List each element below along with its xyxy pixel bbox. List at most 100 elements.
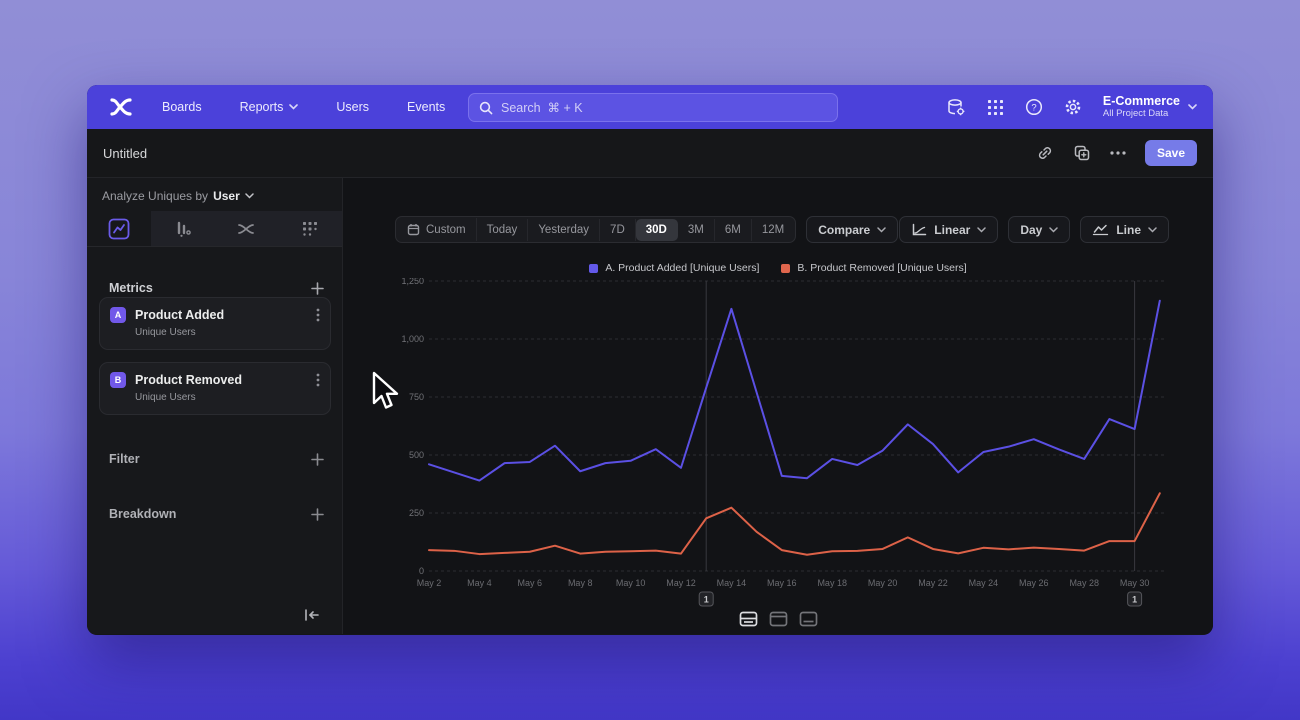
- metrics-label: Metrics: [109, 281, 153, 295]
- x-axis-tick-label: May 18: [817, 578, 847, 588]
- y-axis-tick-label: 500: [409, 450, 424, 460]
- report-title-bar: Untitled Save: [87, 129, 1213, 178]
- legend-item-product-added[interactable]: A. Product Added [Unique Users]: [589, 262, 759, 274]
- date-range-segmented-control: Custom Today Yesterday 7D 30D 3M 6M 12M: [395, 216, 797, 243]
- chevron-down-icon: [1049, 226, 1059, 233]
- analyze-entity-selector[interactable]: User: [213, 189, 240, 203]
- analyze-uniques-row: Analyze Uniques by User: [102, 189, 254, 203]
- primary-nav: Boards Reports Users Events: [162, 100, 445, 114]
- global-search[interactable]: [468, 93, 838, 122]
- collapse-sidebar-icon[interactable]: [304, 608, 320, 626]
- metric-badge-a: A: [110, 307, 126, 323]
- chart-only-view-icon[interactable]: [769, 611, 788, 627]
- x-axis-tick-label: May 14: [717, 578, 747, 588]
- range-custom[interactable]: Custom: [397, 218, 477, 241]
- range-label: Yesterday: [538, 223, 590, 236]
- search-icon: [479, 101, 493, 114]
- annotation-badge[interactable]: [698, 591, 714, 607]
- nav-item-label: Events: [407, 100, 446, 114]
- add-metric-icon[interactable]: [311, 281, 324, 295]
- tab-retention[interactable]: [278, 211, 342, 246]
- project-selector[interactable]: E-Commerce All Project Data: [1103, 95, 1197, 119]
- more-options-icon[interactable]: [1110, 151, 1126, 155]
- annotation-badge[interactable]: [1127, 591, 1143, 607]
- metric-card-product-removed[interactable]: B Product Removed Unique Users: [99, 362, 331, 415]
- table-only-view-icon[interactable]: [799, 611, 818, 627]
- calendar-icon: [407, 224, 420, 236]
- insights-line-chart-icon: [108, 218, 130, 239]
- range-12m[interactable]: 12M: [752, 219, 794, 241]
- save-button[interactable]: Save: [1144, 140, 1197, 166]
- legend-item-product-removed[interactable]: B. Product Removed [Unique Users]: [781, 262, 967, 274]
- range-label: 7D: [610, 223, 625, 236]
- nav-item-events[interactable]: Events: [407, 100, 445, 114]
- metric-card-product-added[interactable]: A Product Added Unique Users: [99, 297, 331, 350]
- data-management-icon[interactable]: [946, 98, 966, 117]
- scale-dropdown[interactable]: Linear: [899, 216, 999, 243]
- apps-grid-icon[interactable]: [987, 99, 1004, 116]
- legend-label: A. Product Added [Unique Users]: [605, 262, 760, 274]
- filter-section-header: Filter: [109, 452, 324, 466]
- nav-item-boards[interactable]: Boards: [162, 100, 202, 114]
- chart-and-table-view-icon[interactable]: [739, 611, 758, 627]
- chart-line-b-product-removed-unique-users-[interactable]: [428, 492, 1161, 556]
- range-yesterday[interactable]: Yesterday: [528, 218, 601, 241]
- interval-dropdown[interactable]: Day: [1008, 216, 1071, 243]
- x-axis-tick-label: May 28: [1069, 578, 1099, 588]
- retention-grid-icon: [303, 221, 318, 236]
- x-axis-tick-label: May 30: [1120, 578, 1150, 588]
- tab-funnels[interactable]: [151, 211, 215, 246]
- range-6m[interactable]: 6M: [715, 218, 752, 241]
- range-3m[interactable]: 3M: [678, 218, 715, 241]
- report-title[interactable]: Untitled: [103, 145, 148, 161]
- interval-label: Day: [1020, 222, 1043, 237]
- top-nav: Boards Reports Users Events ?: [87, 85, 1213, 129]
- tab-insights[interactable]: [87, 211, 151, 246]
- nav-item-label: Users: [336, 100, 370, 114]
- kebab-menu-icon[interactable]: [316, 373, 320, 387]
- chevron-down-icon: [1148, 226, 1157, 233]
- legend-label: B. Product Removed [Unique Users]: [797, 262, 967, 274]
- range-label: 3M: [687, 223, 704, 236]
- line-chart-icon: [1093, 224, 1109, 236]
- x-axis-tick-label: May 24: [969, 578, 999, 588]
- duplicate-icon[interactable]: [1073, 144, 1091, 162]
- range-30d-selected[interactable]: 30D: [635, 218, 678, 241]
- chart-legend: A. Product Added [Unique Users] B. Produ…: [343, 262, 1213, 274]
- settings-gear-icon[interactable]: [1064, 98, 1082, 116]
- x-axis-tick-label: May 6: [518, 578, 543, 588]
- range-7d[interactable]: 7D: [600, 218, 636, 241]
- search-input[interactable]: [501, 100, 827, 115]
- range-today[interactable]: Today: [477, 218, 529, 241]
- y-axis-tick-label: 750: [409, 392, 424, 402]
- help-icon[interactable]: ?: [1025, 98, 1043, 116]
- breakdown-section-header: Breakdown: [109, 507, 324, 521]
- chevron-down-icon: [877, 226, 886, 233]
- query-sidebar: Analyze Uniques by User: [87, 178, 343, 634]
- flows-icon: [238, 223, 255, 234]
- copy-link-icon[interactable]: [1036, 144, 1054, 162]
- mixpanel-logo[interactable]: [110, 97, 132, 117]
- line-chart[interactable]: 0 250 500 750 1,000 1,250 May 2 May 4 May 6 May 8…: [380, 278, 1180, 623]
- compare-label: Compare: [818, 222, 871, 237]
- metric-badge-b: B: [110, 372, 126, 388]
- kebab-menu-icon[interactable]: [316, 308, 320, 322]
- filter-label: Filter: [109, 452, 140, 466]
- range-label: Today: [486, 223, 518, 236]
- scale-label: Linear: [934, 222, 971, 237]
- nav-item-label: Boards: [162, 100, 202, 114]
- nav-item-reports[interactable]: Reports: [240, 100, 299, 114]
- compare-dropdown[interactable]: Compare: [806, 216, 899, 243]
- chart-type-dropdown[interactable]: Line: [1080, 216, 1169, 243]
- x-axis-tick-label: May 4: [467, 578, 492, 588]
- metric-aggregation[interactable]: Unique Users: [135, 327, 196, 338]
- nav-right-cluster: ? E-Commerce All Project Data: [946, 85, 1197, 129]
- app-window: Boards Reports Users Events ?: [87, 85, 1213, 635]
- add-breakdown-icon[interactable]: [311, 507, 324, 521]
- add-filter-icon[interactable]: [311, 452, 324, 466]
- metric-aggregation[interactable]: Unique Users: [135, 392, 196, 403]
- chart-line-a-product-added-unique-users-[interactable]: [428, 299, 1161, 482]
- y-axis-tick-label: 250: [409, 508, 424, 518]
- nav-item-users[interactable]: Users: [336, 100, 369, 114]
- tab-flows[interactable]: [215, 211, 279, 246]
